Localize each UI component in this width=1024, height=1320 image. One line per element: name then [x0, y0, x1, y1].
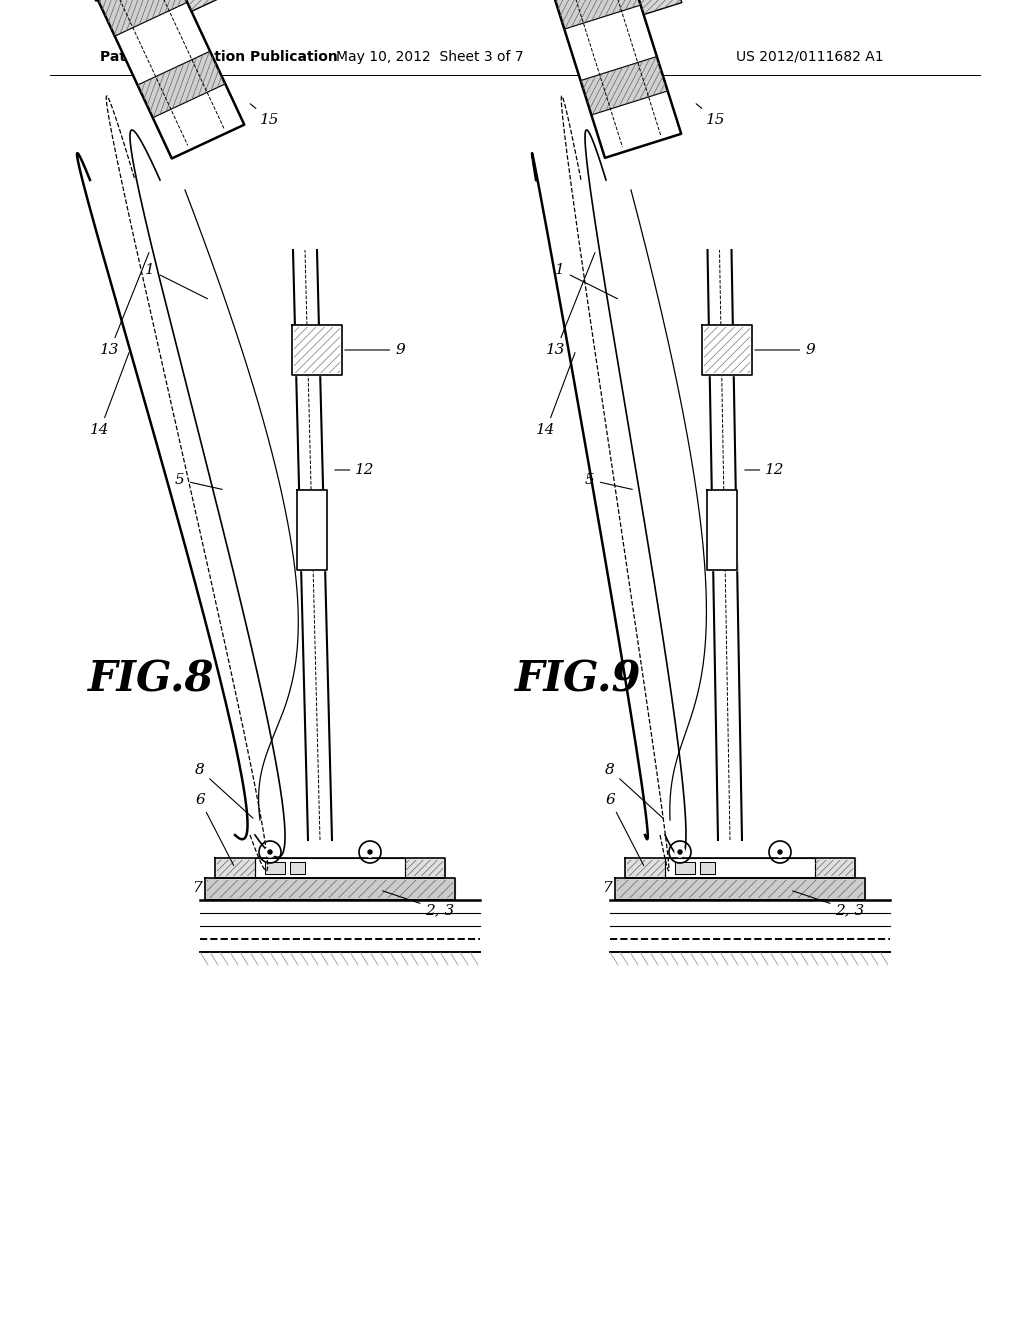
Polygon shape [255, 858, 406, 878]
Text: 12: 12 [744, 463, 784, 477]
Polygon shape [290, 862, 305, 874]
Text: 7: 7 [193, 880, 202, 895]
Text: 14: 14 [537, 352, 575, 437]
Text: 5: 5 [585, 473, 632, 490]
Polygon shape [707, 490, 737, 570]
Text: 2, 3: 2, 3 [793, 891, 864, 917]
Text: 8: 8 [605, 763, 663, 818]
Polygon shape [292, 325, 342, 375]
Text: 8: 8 [196, 763, 253, 818]
Polygon shape [215, 858, 445, 878]
Text: 1: 1 [145, 263, 208, 298]
Polygon shape [297, 490, 327, 570]
Polygon shape [615, 878, 865, 900]
Text: 7: 7 [602, 880, 612, 895]
Circle shape [675, 847, 685, 857]
Polygon shape [265, 862, 285, 874]
Circle shape [775, 847, 785, 857]
Polygon shape [636, 0, 682, 15]
Circle shape [268, 850, 272, 854]
Circle shape [368, 850, 372, 854]
Text: 6: 6 [605, 793, 644, 866]
Circle shape [678, 850, 682, 854]
Circle shape [365, 847, 375, 857]
Text: US 2012/0111682 A1: US 2012/0111682 A1 [736, 50, 884, 63]
Polygon shape [625, 858, 855, 878]
Text: FIG.9: FIG.9 [515, 659, 641, 701]
Polygon shape [675, 862, 695, 874]
Text: 9: 9 [755, 343, 815, 356]
Text: 5: 5 [175, 473, 222, 490]
Text: 9: 9 [345, 343, 404, 356]
Polygon shape [95, 0, 187, 36]
Polygon shape [665, 858, 815, 878]
Text: 15: 15 [250, 104, 280, 127]
Polygon shape [702, 325, 752, 375]
Text: 12: 12 [335, 463, 375, 477]
Polygon shape [581, 57, 668, 115]
Text: Patent Application Publication: Patent Application Publication [100, 50, 338, 63]
Text: May 10, 2012  Sheet 3 of 7: May 10, 2012 Sheet 3 of 7 [336, 50, 524, 63]
Polygon shape [95, 0, 245, 158]
Circle shape [265, 847, 275, 857]
Text: 2, 3: 2, 3 [383, 891, 455, 917]
Text: 1: 1 [555, 263, 617, 298]
Text: 14: 14 [90, 352, 129, 437]
Text: 15: 15 [696, 104, 726, 127]
Text: 6: 6 [196, 793, 233, 866]
Polygon shape [700, 862, 715, 874]
Polygon shape [551, 0, 641, 29]
Polygon shape [137, 51, 225, 117]
Text: FIG.8: FIG.8 [88, 659, 214, 701]
Polygon shape [181, 0, 227, 12]
Polygon shape [551, 0, 681, 158]
Text: 13: 13 [100, 252, 148, 356]
Circle shape [778, 850, 782, 854]
Polygon shape [205, 878, 455, 900]
Text: 13: 13 [546, 252, 595, 356]
